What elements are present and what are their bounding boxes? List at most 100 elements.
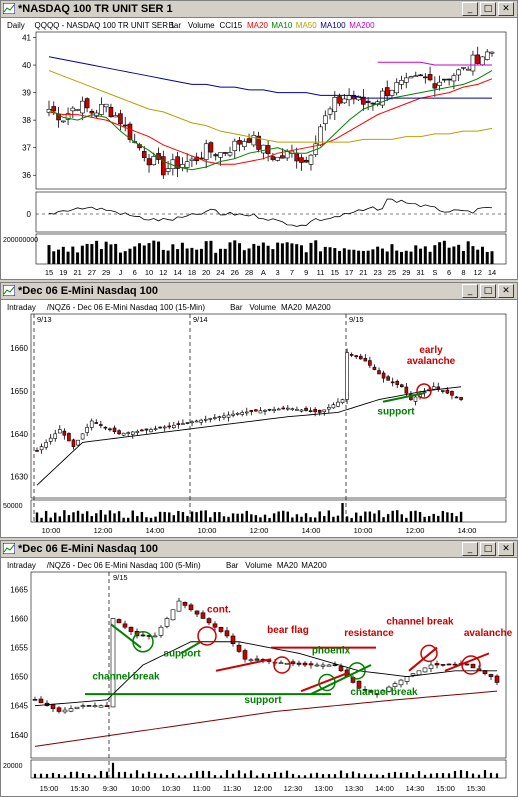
- chart-header-item: Intraday: [7, 561, 36, 570]
- volume-bar: [219, 775, 223, 778]
- price-panel: [35, 31, 507, 190]
- candle-body: [452, 663, 458, 666]
- candle-body: [158, 626, 164, 636]
- volume-bar: [128, 248, 132, 264]
- candle-body: [141, 151, 147, 158]
- volume-bar: [363, 774, 367, 778]
- volume-bar: [261, 242, 265, 264]
- volume-bar: [111, 762, 115, 778]
- volume-bar: [280, 243, 284, 264]
- candle-body: [399, 384, 404, 388]
- candle-body: [103, 103, 109, 108]
- maximize-button[interactable]: □: [480, 284, 496, 298]
- volume-bar: [152, 240, 156, 264]
- volume-bar: [52, 251, 56, 264]
- candle-body: [246, 138, 252, 143]
- candle-body: [363, 358, 368, 362]
- window-title: *Dec 06 E-Mini Nasdaq 100: [18, 285, 159, 297]
- x-tick-label: 20: [202, 268, 210, 277]
- close-button[interactable]: ✕: [498, 2, 514, 16]
- candle-body: [149, 429, 153, 433]
- candle-body: [280, 155, 285, 159]
- candle-body: [488, 674, 494, 677]
- volume-bar: [495, 773, 499, 778]
- candle-body: [165, 168, 171, 172]
- volume-bar: [218, 248, 222, 264]
- volume-bar: [39, 773, 43, 778]
- candle-body: [362, 689, 368, 691]
- candle-body: [440, 664, 446, 666]
- volume-bar: [154, 516, 157, 522]
- volume-bar: [204, 510, 207, 522]
- candle-body: [213, 417, 217, 419]
- volume-bar: [480, 246, 484, 264]
- maximize-button[interactable]: □: [480, 2, 496, 16]
- minimize-button[interactable]: _: [462, 2, 478, 16]
- window-titlebar[interactable]: *NASDAQ 100 TR UNIT SER 1 _ □ ✕: [1, 1, 517, 18]
- channel-break-circle-2: [348, 662, 366, 680]
- volume-bar: [145, 517, 148, 522]
- channel-break-circle: [132, 631, 154, 653]
- minimize-button[interactable]: _: [462, 284, 478, 298]
- window-title: *Dec 06 E-Mini Nasdaq 100: [18, 543, 159, 555]
- legend-label: MA20: [247, 21, 268, 30]
- candle-body: [112, 427, 117, 432]
- volume-bar: [477, 774, 481, 778]
- candle-body: [86, 705, 92, 707]
- candle-body: [126, 432, 130, 434]
- candle-body: [99, 104, 104, 115]
- volume-bar: [114, 243, 118, 264]
- volume-bar: [323, 246, 327, 264]
- candle-body: [213, 154, 219, 157]
- close-button[interactable]: ✕: [498, 284, 514, 298]
- y-tick-label: 1645: [10, 702, 28, 711]
- candle-body: [185, 422, 190, 424]
- candle-body: [314, 664, 320, 667]
- close-button[interactable]: ✕: [498, 542, 514, 556]
- volume-bar: [276, 242, 280, 264]
- candle-body: [336, 401, 340, 407]
- x-tick-label: 29: [102, 268, 110, 277]
- candle-body: [338, 666, 344, 672]
- maximize-button[interactable]: □: [480, 542, 496, 556]
- candle-body: [428, 664, 434, 669]
- volume-bar: [399, 251, 403, 264]
- volume-bar: [295, 514, 299, 522]
- candle-body: [326, 664, 332, 667]
- volume-bar: [209, 517, 212, 522]
- volume-bar: [81, 773, 85, 778]
- candle-body: [480, 56, 485, 65]
- candle-body: [384, 87, 390, 97]
- candle-body: [199, 419, 203, 423]
- candle-body: [217, 416, 222, 418]
- minimize-button[interactable]: _: [462, 542, 478, 556]
- candle-body: [381, 372, 386, 379]
- candle-body: [484, 51, 490, 60]
- volume-bar: [207, 771, 211, 778]
- candle-body: [89, 110, 95, 114]
- volume-bar: [419, 248, 423, 264]
- volume-bar: [108, 510, 112, 522]
- candle-body: [153, 428, 158, 430]
- window-titlebar[interactable]: *Dec 06 E-Mini Nasdaq 100 _ □ ✕: [1, 283, 517, 300]
- candle-body: [368, 690, 374, 693]
- y-tick-label: 37: [22, 144, 31, 153]
- candle-body: [459, 397, 463, 400]
- candle-body: [140, 634, 146, 637]
- volume-bar: [271, 249, 275, 264]
- x-tick-label: 10:00: [354, 526, 373, 535]
- volume-bar: [315, 772, 319, 778]
- volume-bar: [223, 248, 227, 264]
- x-tick-label: 12: [474, 268, 482, 277]
- volume-bar: [483, 770, 487, 778]
- candle-body: [461, 66, 466, 69]
- candle-body: [470, 54, 476, 72]
- nq-5min-chart: Intraday/NQZ6 - Dec 06 E-Mini Nasdaq 100…: [3, 561, 513, 793]
- volume-bar: [161, 249, 165, 264]
- avalanche-line: [444, 652, 490, 672]
- y-tick-label: 1640: [10, 731, 28, 740]
- candle-body: [446, 663, 452, 666]
- candle-body: [56, 707, 62, 712]
- volume-bar: [266, 245, 270, 264]
- window-titlebar[interactable]: *Dec 06 E-Mini Nasdaq 100 _ □ ✕: [1, 541, 517, 558]
